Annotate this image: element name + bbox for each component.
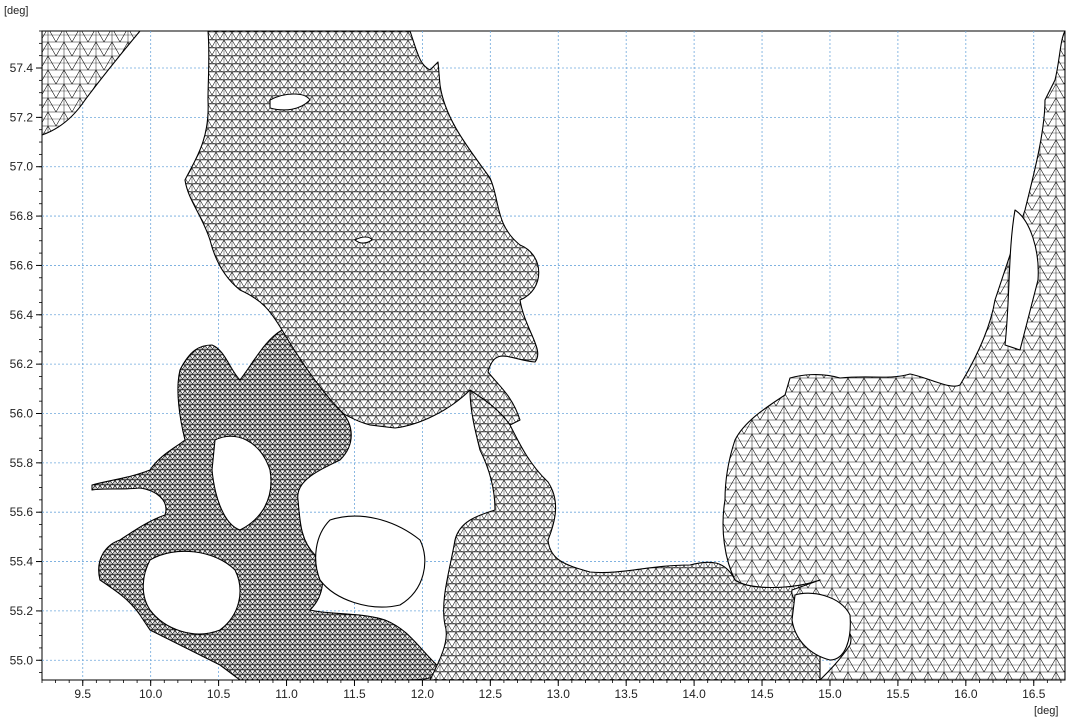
x-tick-label: 15.5 — [886, 687, 910, 701]
y-tick-label: 55.2 — [10, 604, 34, 618]
mesh-region-baltic — [722, 31, 1065, 680]
x-tick-label: 11.0 — [275, 687, 298, 701]
x-tick-label: 13.5 — [615, 687, 639, 701]
island — [354, 236, 373, 244]
y-axis-unit-label: [deg] — [4, 5, 28, 17]
island — [791, 592, 851, 661]
y-tick-label: 55.8 — [10, 456, 34, 470]
island — [269, 93, 311, 111]
x-tick-label: 14.0 — [682, 687, 706, 701]
x-tick-label: 16.0 — [954, 687, 978, 701]
x-tick-label: 14.5 — [750, 687, 774, 701]
x-tick-label: 15.0 — [818, 687, 842, 701]
y-tick-label: 55.4 — [10, 555, 34, 569]
y-tick-label: 56.4 — [10, 308, 34, 322]
y-tick-label: 57.2 — [10, 110, 34, 124]
x-axis-unit-label: [deg] — [1034, 705, 1058, 717]
y-tick-label: 56.0 — [10, 406, 34, 420]
y-tick-label: 55.0 — [10, 653, 34, 667]
x-tick-label: 12.0 — [411, 687, 435, 701]
x-tick-label: 12.5 — [479, 687, 503, 701]
y-tick-label: 56.2 — [10, 357, 34, 371]
x-tick-label: 10.0 — [139, 687, 163, 701]
y-tick-label: 57.0 — [10, 160, 34, 174]
y-tick-label: 56.6 — [10, 258, 34, 272]
island — [211, 435, 272, 531]
y-tick-label: 57.4 — [10, 61, 34, 75]
x-tick-label: 9.5 — [74, 687, 91, 701]
y-axis: 57.4 57.2 57.0 56.8 56.6 56.4 56.2 56.0 55.8 55.6… — [10, 30, 42, 673]
x-tick-label: 10.5 — [207, 687, 231, 701]
x-axis: 9.5 10.0 10.5 11.0 11.5 12.0 12.5 13.0 13.5 14.0 1… — [41, 680, 1062, 701]
y-tick-label: 56.8 — [10, 209, 34, 223]
x-tick-label: 16.5 — [1022, 687, 1046, 701]
island — [142, 550, 241, 635]
x-tick-label: 11.5 — [343, 687, 366, 701]
island — [1004, 209, 1039, 351]
island — [315, 515, 426, 608]
computational-mesh — [42, 31, 1065, 680]
y-tick-label: 55.6 — [10, 505, 34, 519]
mesh-region-skagerrak — [42, 31, 141, 136]
x-tick-label: 13.0 — [547, 687, 571, 701]
